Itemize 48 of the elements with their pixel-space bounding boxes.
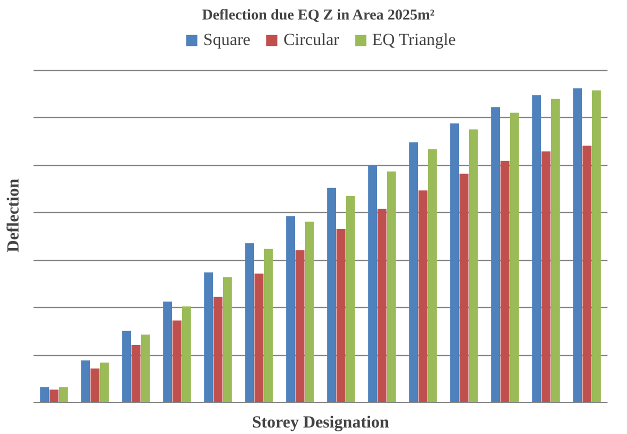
- bar: [450, 123, 460, 402]
- bar: [542, 151, 550, 402]
- bar: [172, 320, 182, 402]
- bar: [386, 172, 396, 402]
- bar: [378, 208, 386, 402]
- bar: [100, 362, 109, 402]
- y-axis-title: Deflection: [4, 178, 22, 252]
- x-axis-title: Storey Designation: [252, 412, 390, 432]
- bar: [510, 112, 519, 402]
- legend-label: EQ Triangle: [372, 30, 456, 50]
- bar: [592, 90, 601, 402]
- bar: [222, 277, 232, 402]
- bar: [304, 222, 314, 402]
- bar: [346, 196, 355, 402]
- legend-label: Circular: [283, 30, 340, 50]
- bar: [550, 98, 560, 402]
- bar: [428, 149, 437, 402]
- bar: [532, 95, 542, 402]
- bar: [409, 142, 418, 402]
- bar: [132, 344, 140, 402]
- bar: [327, 188, 336, 402]
- bar: [286, 216, 296, 402]
- bar: [491, 107, 500, 402]
- bar: [58, 387, 68, 402]
- bar: [40, 387, 50, 402]
- bar: [163, 302, 172, 402]
- bar: [468, 129, 478, 402]
- bar: [336, 229, 346, 402]
- bar: [582, 146, 592, 402]
- bar: [418, 190, 428, 402]
- bar: [500, 160, 510, 402]
- bar: [90, 368, 100, 402]
- legend-label: Square: [203, 30, 250, 50]
- bar: [81, 360, 90, 402]
- bar: [264, 248, 273, 402]
- bar: [214, 296, 222, 402]
- bar: [245, 243, 254, 402]
- bar: [296, 250, 304, 402]
- bar: [204, 272, 214, 402]
- bar: [182, 306, 191, 402]
- chart-title: Deflection due EQ Z in Area 2025m²: [202, 8, 435, 24]
- bar: [122, 330, 132, 402]
- bar: [368, 166, 378, 402]
- bar: [140, 334, 150, 402]
- bar: [254, 274, 264, 402]
- bar: [573, 88, 582, 402]
- bar: [50, 390, 58, 402]
- bar: [460, 174, 468, 402]
